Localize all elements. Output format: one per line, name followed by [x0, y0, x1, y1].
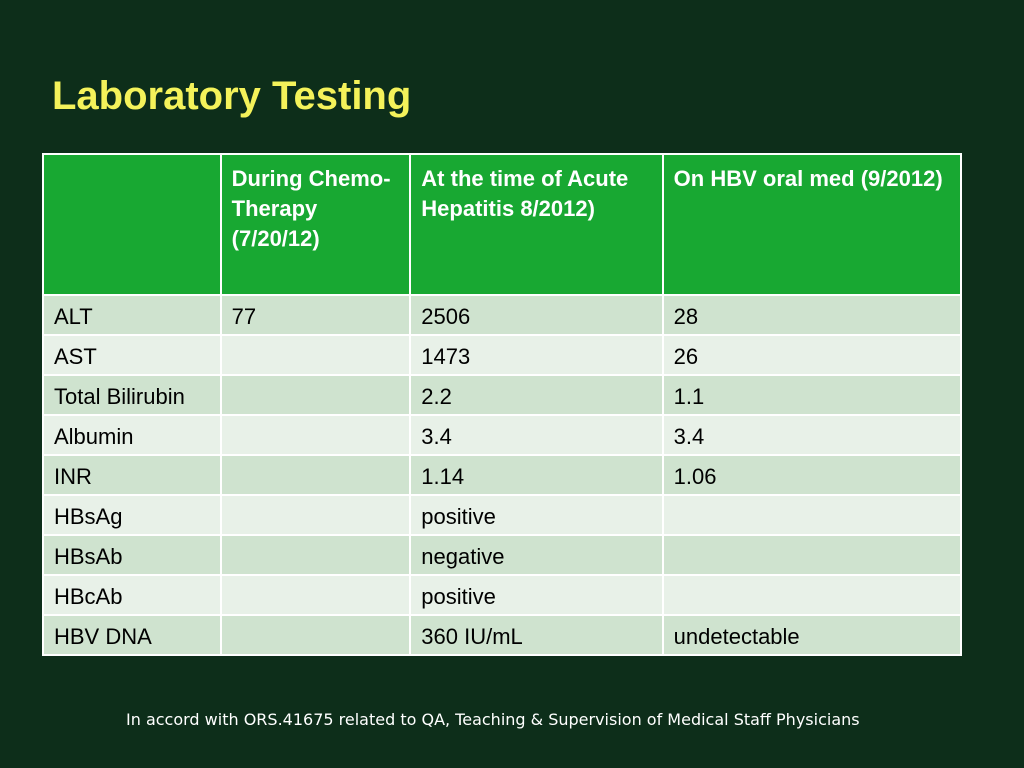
table-cell: 2506: [409, 294, 664, 336]
table-cell: 28: [661, 294, 963, 336]
table-cell: INR: [42, 454, 222, 496]
table-cell: 77: [219, 294, 412, 336]
table-cell: 26: [661, 334, 963, 376]
table-cell: [219, 494, 412, 536]
table-cell: positive: [409, 494, 664, 536]
table-cell: HBV DNA: [42, 614, 222, 656]
header-cell-test: [42, 153, 222, 296]
table-cell: [219, 614, 412, 656]
table-cell: 1.06: [661, 454, 963, 496]
table-cell: 3.4: [409, 414, 664, 456]
table-cell: [661, 574, 963, 616]
table-cell: HBsAb: [42, 534, 222, 576]
slide-title: Laboratory Testing: [52, 74, 412, 118]
table-cell: AST: [42, 334, 222, 376]
table-cell: negative: [409, 534, 664, 576]
table-cell: ALT: [42, 294, 222, 336]
footnote: In accord with ORS.41675 related to QA, …: [126, 710, 860, 729]
table-cell: HBsAg: [42, 494, 222, 536]
table-row: AST 1473 26: [42, 334, 963, 376]
table-row: INR 1.14 1.06: [42, 454, 963, 496]
table-cell: [219, 374, 412, 416]
table-cell: Total Bilirubin: [42, 374, 222, 416]
header-cell-chemo: During Chemo-Therapy (7/20/12): [219, 153, 412, 296]
table-row: HBsAg positive: [42, 494, 963, 536]
table-cell: [219, 534, 412, 576]
table-cell: undetectable: [661, 614, 963, 656]
table-row: Albumin 3.4 3.4: [42, 414, 963, 456]
table-cell: HBcAb: [42, 574, 222, 616]
table-cell: 360 IU/mL: [409, 614, 664, 656]
table-cell: [219, 574, 412, 616]
table-row: HBV DNA 360 IU/mL undetectable: [42, 614, 963, 656]
table-row: HBsAb negative: [42, 534, 963, 576]
table-row: HBcAb positive: [42, 574, 963, 616]
table-cell: 1.14: [409, 454, 664, 496]
header-cell-acute-hepatitis: At the time of Acute Hepatitis 8/2012): [409, 153, 664, 296]
table-cell: 1473: [409, 334, 664, 376]
table-cell: 2.2: [409, 374, 664, 416]
table-cell: [661, 494, 963, 536]
table-cell: Albumin: [42, 414, 222, 456]
table-cell: [661, 534, 963, 576]
table-cell: 1.1: [661, 374, 963, 416]
table-cell: [219, 454, 412, 496]
table-cell: [219, 414, 412, 456]
header-cell-hbv-med: On HBV oral med (9/2012): [661, 153, 963, 296]
table-row: Total Bilirubin 2.2 1.1: [42, 374, 963, 416]
table-header-row: During Chemo-Therapy (7/20/12) At the ti…: [42, 153, 963, 296]
table-cell: 3.4: [661, 414, 963, 456]
lab-results-table: During Chemo-Therapy (7/20/12) At the ti…: [42, 153, 963, 656]
table-cell: [219, 334, 412, 376]
table-row: ALT 77 2506 28: [42, 294, 963, 336]
table-cell: positive: [409, 574, 664, 616]
